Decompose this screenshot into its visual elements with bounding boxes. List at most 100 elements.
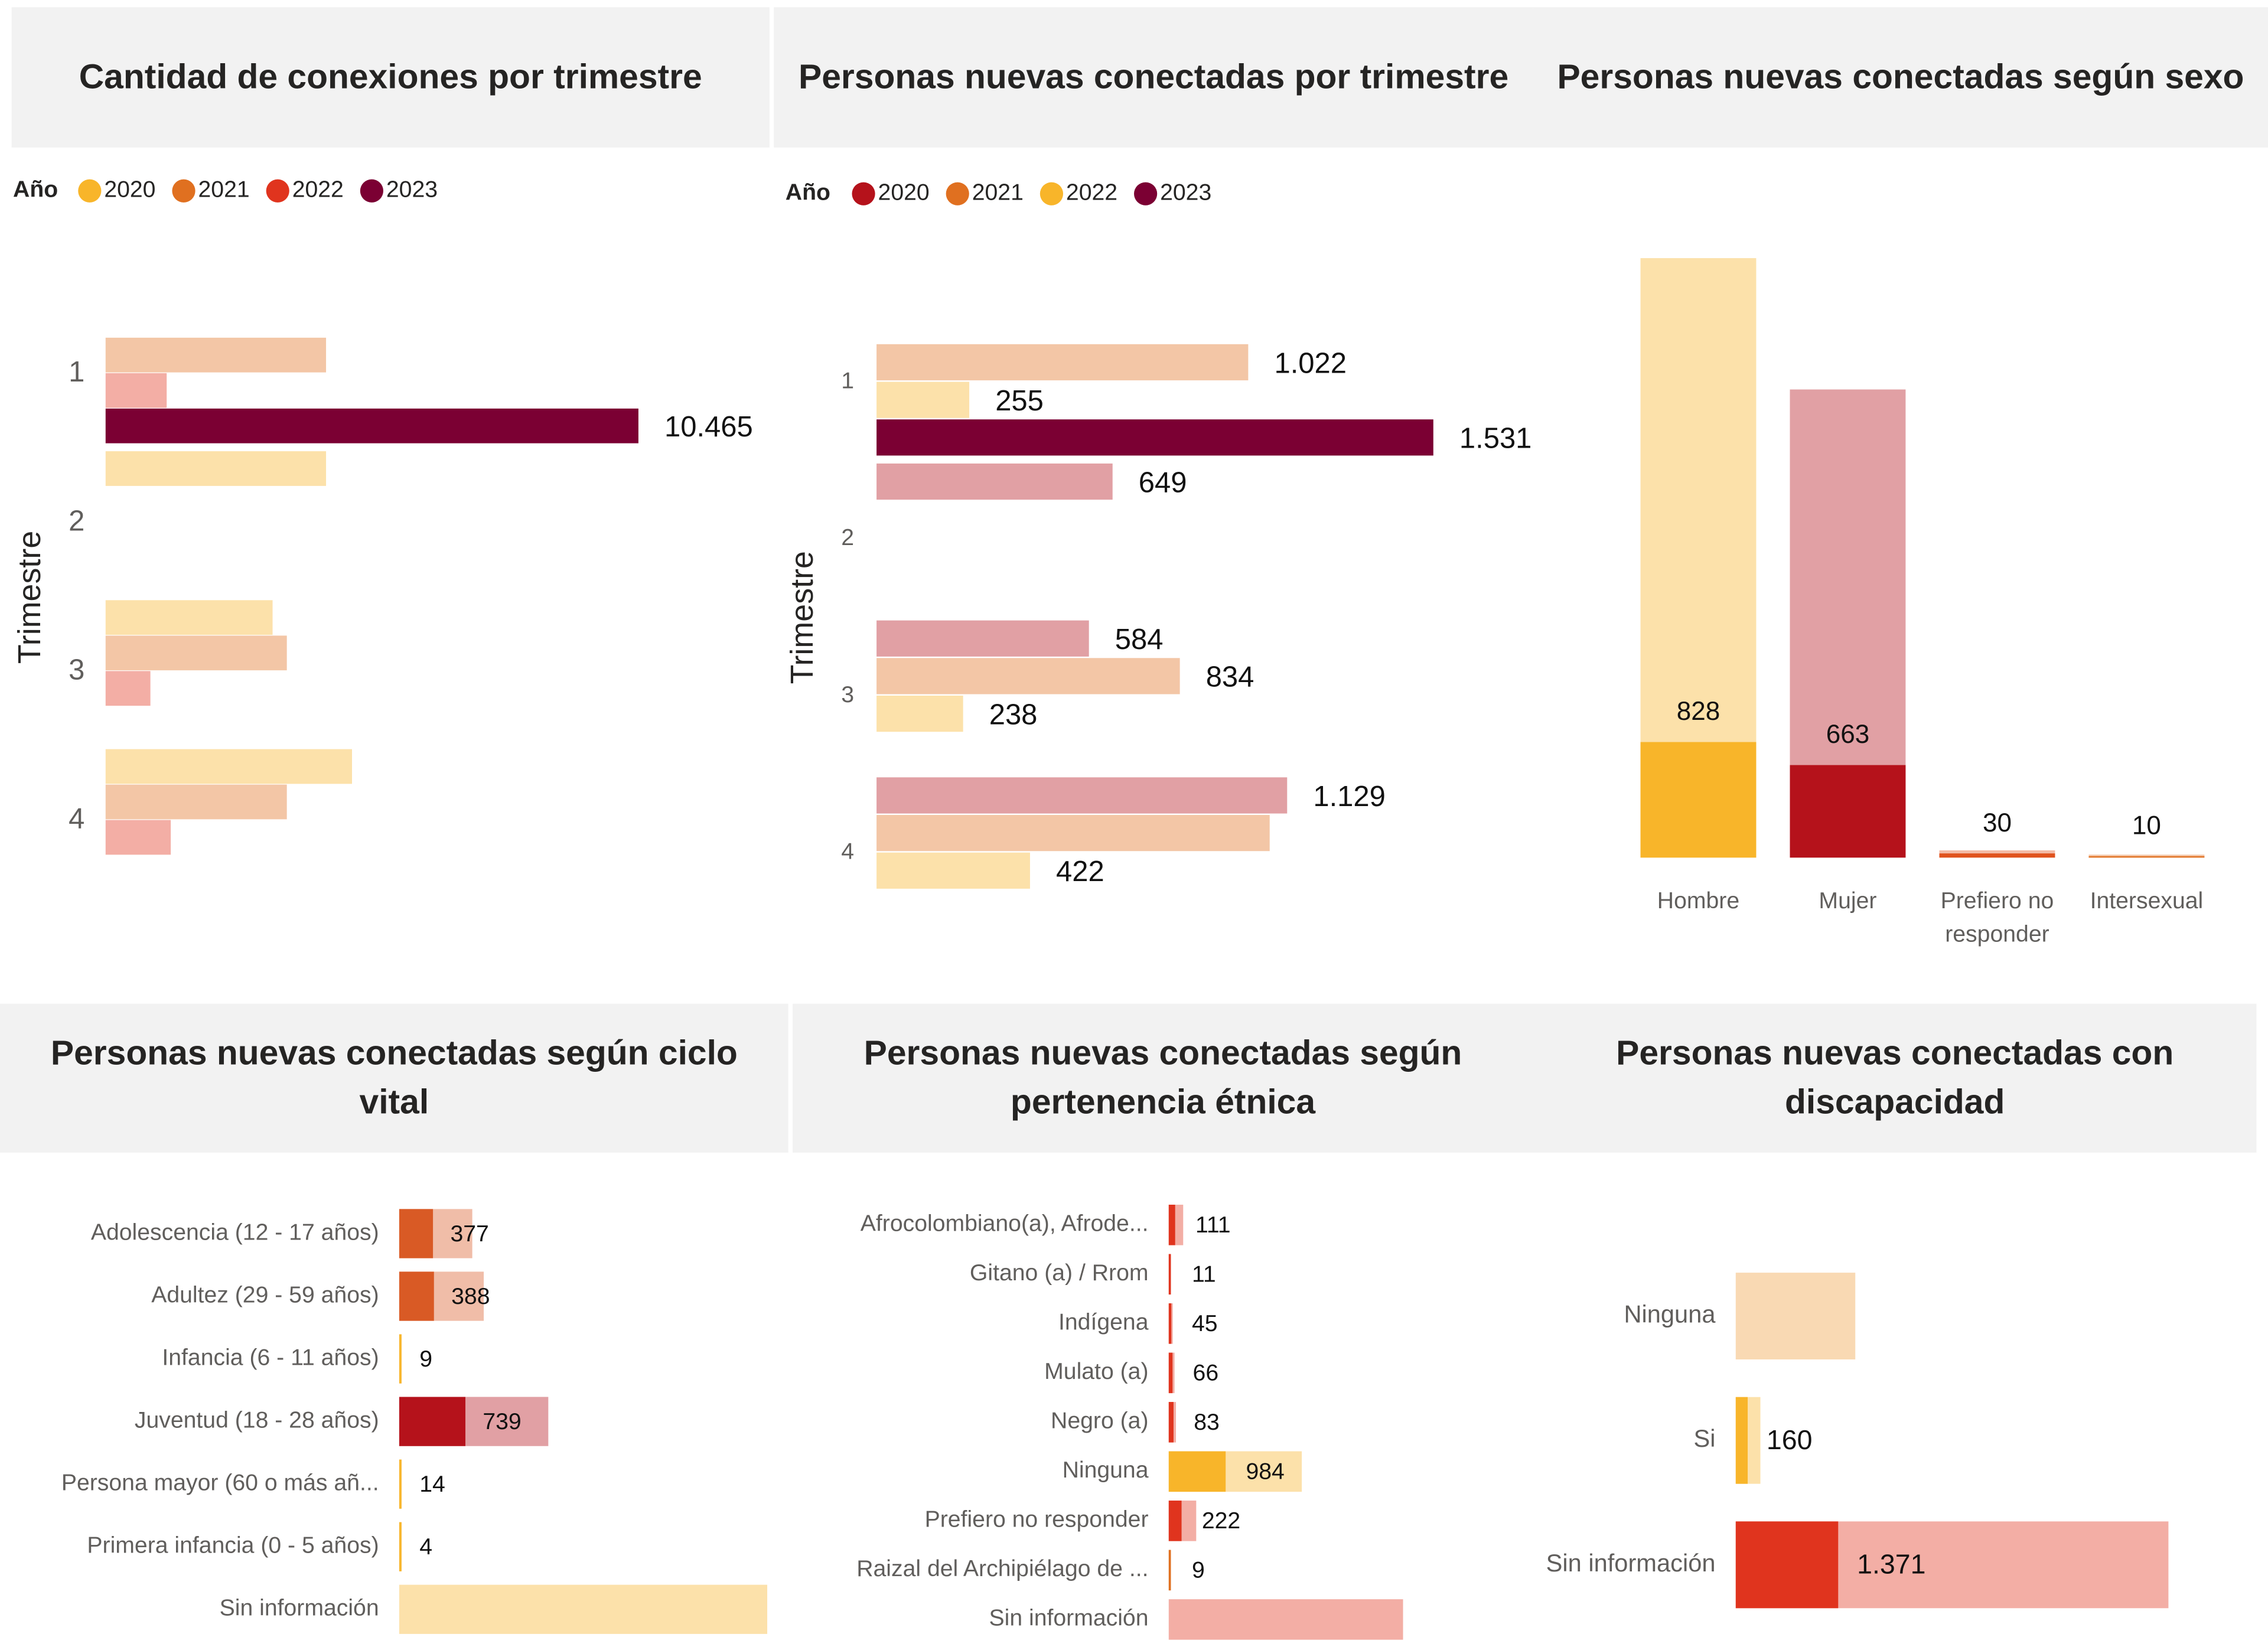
bar (876, 815, 1270, 852)
bar (399, 1209, 434, 1258)
data-label: 834 (1206, 661, 1254, 693)
bar (1168, 1550, 1171, 1591)
y-axis-title: Trimestre (784, 551, 820, 684)
bar (876, 419, 1433, 456)
bar (2088, 856, 2205, 858)
legend-label: 2023 (1160, 180, 1211, 206)
y-tick-label: Primera infancia (0 - 5 años) (87, 1533, 379, 1558)
chart-title: Personas nuevas conectadas por trimestre (774, 7, 1533, 148)
y-tick-label: Indígena (1058, 1310, 1149, 1335)
y-tick-label: Adolescencia (12 - 17 años) (91, 1219, 379, 1245)
bar (1168, 1205, 1175, 1245)
bar (876, 777, 1288, 814)
y-tick-label: Ninguna (1624, 1300, 1716, 1328)
y-tick-label: Negro (a) (1051, 1408, 1148, 1434)
data-label: 388 (451, 1284, 490, 1309)
data-label: 111 (1195, 1212, 1231, 1238)
data-label: 828 (1677, 697, 1720, 726)
data-label: 30 (1983, 808, 2012, 837)
y-tick-label: 1 (69, 356, 84, 388)
bar (1168, 1254, 1171, 1295)
legend-title: Año (13, 177, 58, 203)
bar (105, 451, 327, 486)
bar (876, 620, 1089, 657)
bar (1168, 1451, 1226, 1492)
bar (1790, 765, 1906, 858)
chart-title: Personas nuevas conectadas con discapaci… (1533, 1003, 2257, 1153)
bar (1735, 1397, 1748, 1484)
data-label: 14 (419, 1472, 445, 1497)
chart-title: Personas nuevas conectadas según pertene… (793, 1003, 1533, 1153)
bar (399, 1334, 402, 1384)
y-tick-label: 2 (841, 525, 854, 550)
legend-marker (1040, 182, 1064, 206)
bar (1640, 742, 1757, 858)
bar-total (1735, 1273, 1856, 1360)
legend-marker (1134, 182, 1158, 206)
bar (105, 408, 638, 443)
bar (876, 344, 1249, 381)
data-label: 238 (989, 699, 1038, 730)
data-label: 11 (1192, 1262, 1216, 1287)
y-tick-label: Si (1693, 1424, 1715, 1452)
y-tick-label: Gitano (a) / Rrom (970, 1260, 1149, 1286)
data-label: 45 (1192, 1311, 1218, 1336)
bar (876, 852, 1030, 889)
x-tick-label: Hombre (1657, 889, 1740, 914)
data-label: 10.465 (664, 411, 753, 443)
legend-title: Año (786, 180, 830, 206)
bar (399, 1459, 402, 1509)
y-tick-label: Adultez (29 - 59 años) (151, 1282, 379, 1307)
bar (1939, 853, 2055, 858)
data-label: 1.531 (1459, 423, 1532, 455)
data-label: 649 (1139, 467, 1187, 498)
bar (1168, 1501, 1182, 1541)
data-label: 984 (1246, 1459, 1284, 1485)
y-tick-label: Afrocolombiano(a), Afrode... (861, 1211, 1149, 1237)
bar (876, 463, 1113, 500)
legend-marker (360, 179, 383, 203)
y-tick-label: Sin información (1546, 1549, 1716, 1577)
bar (105, 784, 287, 820)
y-tick-label: 1 (841, 368, 854, 393)
bar-total (1168, 1599, 1403, 1640)
data-label: 663 (1826, 720, 1870, 749)
bar (399, 1397, 465, 1446)
y-tick-label: Sin información (220, 1596, 379, 1621)
legend-marker (78, 179, 102, 203)
bar (1168, 1352, 1173, 1394)
legend-marker (266, 179, 289, 203)
y-tick-label: Infancia (6 - 11 años) (162, 1345, 379, 1370)
bar (105, 671, 151, 706)
bar (876, 695, 963, 732)
legend-label: 2021 (198, 177, 250, 203)
data-label: 10 (2132, 811, 2161, 840)
data-label: 584 (1115, 624, 1164, 655)
bar (1168, 1303, 1172, 1344)
y-tick-label: Juventud (18 - 28 años) (135, 1407, 379, 1433)
legend-label: 2022 (1066, 180, 1117, 206)
chart-title: Cantidad de conexiones por trimestre (11, 7, 770, 148)
legend-label: 2020 (104, 177, 155, 203)
data-label: 222 (1202, 1508, 1240, 1534)
bar-total (399, 1584, 768, 1634)
legend-label: 2020 (878, 180, 930, 206)
legend-marker (852, 182, 875, 206)
data-label: 4 (419, 1534, 432, 1560)
data-label: 9 (419, 1346, 432, 1372)
legend-label: 2022 (292, 177, 344, 203)
data-label: 83 (1194, 1410, 1220, 1435)
bar (876, 658, 1180, 694)
data-label: 1.371 (1857, 1549, 1925, 1580)
bar-total (2088, 855, 2205, 858)
bar (399, 1522, 402, 1571)
y-axis-title: Trimestre (12, 531, 47, 664)
bar (105, 749, 353, 784)
data-label: 377 (450, 1221, 488, 1247)
y-tick-label: Persona mayor (60 o más añ... (61, 1470, 379, 1496)
bar (105, 820, 171, 855)
data-label: 422 (1056, 856, 1104, 888)
y-tick-label: 4 (69, 803, 84, 835)
